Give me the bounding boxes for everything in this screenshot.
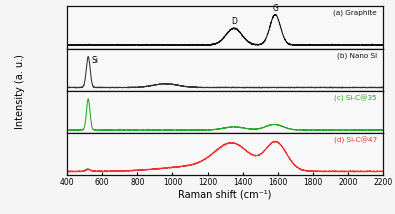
- X-axis label: Raman shift (cm⁻¹): Raman shift (cm⁻¹): [179, 189, 272, 199]
- Text: G: G: [272, 4, 278, 13]
- Text: (a) Graphite: (a) Graphite: [333, 10, 377, 16]
- Text: Si: Si: [92, 56, 99, 65]
- Text: D: D: [231, 17, 237, 27]
- Text: (b) Nano Si: (b) Nano Si: [337, 52, 377, 59]
- Text: (c) Si-C@35: (c) Si-C@35: [334, 94, 377, 102]
- Text: Intensity (a. u.): Intensity (a. u.): [15, 55, 25, 129]
- Text: (d) Si-C@47: (d) Si-C@47: [334, 137, 377, 144]
